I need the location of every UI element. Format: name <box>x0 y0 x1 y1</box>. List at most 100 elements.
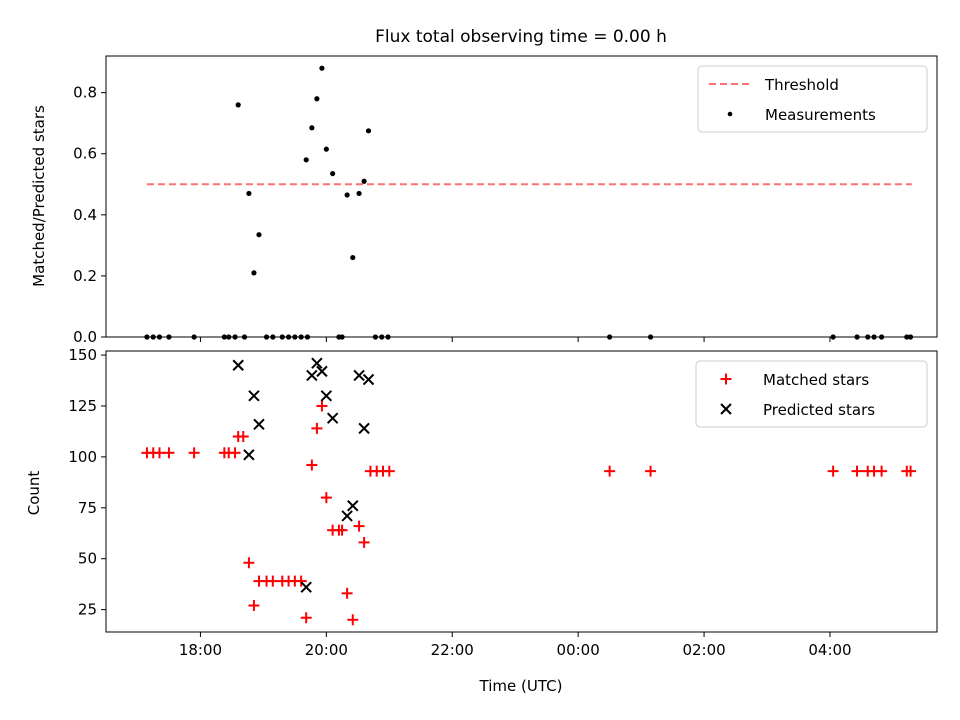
predicted-stars-point <box>347 500 359 512</box>
measurements-point <box>246 190 252 197</box>
bottom-ytick-label: 125 <box>68 397 97 415</box>
predicted-stars-point <box>358 422 370 435</box>
top-ylabel: Matched/Predicted stars <box>30 105 48 287</box>
matched-stars-point <box>237 431 249 443</box>
predicted-stars-point-b <box>248 390 260 402</box>
measurements-point <box>323 146 329 152</box>
legend-measurements-label: Measurements <box>765 106 876 124</box>
legend-predicted-x-b <box>720 403 732 415</box>
bottom-ytick-label: 50 <box>78 550 97 568</box>
measurements-point <box>330 170 336 177</box>
bottom-plot-area: 25 50 75 100 125 150 18:00 20:00 22:00 00:00 02:00… <box>68 346 917 659</box>
measurements-point <box>256 232 262 238</box>
matched-stars-point <box>316 400 328 412</box>
predicted-stars-point <box>232 359 244 371</box>
predicted-stars-point <box>326 412 339 424</box>
predicted-stars-point <box>306 369 318 382</box>
bottom-ytick-label: 75 <box>78 499 97 517</box>
x-axis-label: Time (UTC) <box>479 677 563 695</box>
predicted-stars-point-b <box>320 390 333 402</box>
measurements-point <box>309 125 315 131</box>
predicted-stars-point <box>353 369 365 382</box>
matched-stars-point <box>905 465 917 477</box>
predicted-stars-point-b <box>358 422 370 435</box>
predicted-stars-point <box>253 418 265 431</box>
matched-stars-point <box>347 614 359 626</box>
measurements-point <box>350 254 356 261</box>
matched-stars-point <box>827 465 839 477</box>
legend-threshold-label: Threshold <box>764 76 839 94</box>
predicted-stars-point <box>311 357 323 369</box>
matched-stars-point <box>876 465 888 477</box>
predicted-stars-point <box>316 365 328 378</box>
figure-title: Flux total observing time = 0.00 h <box>375 27 667 47</box>
matched-stars-point <box>341 587 353 599</box>
measurements-point <box>365 128 372 134</box>
matched-stars-point <box>358 536 370 548</box>
measurements-point <box>344 192 350 198</box>
matched-stars-point <box>306 459 318 471</box>
panel-top: Matched/Predicted stars 0.00.20.40.60.8 … <box>30 55 938 346</box>
measurements-point <box>314 96 320 102</box>
bottom-ytick-label: 100 <box>68 448 97 466</box>
legend-predicted-swatch <box>720 403 732 415</box>
predicted-stars-point <box>248 390 260 402</box>
bottom-xtick-label: 22:00 <box>431 641 474 659</box>
predicted-stars-point-b <box>306 369 318 382</box>
bottom-xtick-label: 04:00 <box>808 641 851 659</box>
predicted-stars-point-b <box>353 369 365 382</box>
matched-stars-point <box>383 465 395 477</box>
predicted-stars-point-b <box>316 365 328 378</box>
matched-stars-point <box>851 465 863 477</box>
predicted-stars-point <box>341 510 353 522</box>
predicted-stars-point-b <box>253 418 265 431</box>
top-ytick-label: 0.8 <box>73 84 97 102</box>
matched-stars-point <box>300 612 312 624</box>
bottom-ytick-label: 150 <box>68 346 97 364</box>
measurements-point <box>361 178 367 184</box>
measurements-point <box>251 270 257 276</box>
predicted-stars-point <box>320 390 333 402</box>
legend-predicted-label: Predicted stars <box>763 401 875 419</box>
matched-stars-point <box>243 557 255 569</box>
bottom-legend: Matched stars Predicted stars <box>695 360 928 428</box>
matched-stars-point <box>267 575 279 587</box>
matched-stars-point <box>336 524 348 536</box>
predicted-stars-point-b <box>300 581 312 593</box>
top-legend-box <box>697 65 928 133</box>
bottom-xtick-label: 02:00 <box>682 641 725 659</box>
bottom-axes-frame <box>105 350 938 633</box>
top-plot-area: 0.0 0.2 0.4 0.6 0.8 <box>73 65 914 346</box>
matched-stars-point <box>163 447 175 459</box>
top-axes-frame <box>105 55 938 338</box>
matched-stars-point <box>645 465 657 477</box>
measurements-point <box>319 65 325 71</box>
matched-stars-point <box>188 447 200 459</box>
panel-bottom: Count 25 50 75 100 125 150 18:00 20:00 22:00 00:0… <box>25 346 938 695</box>
predicted-stars-point-b <box>341 510 353 522</box>
predicted-stars-point-b <box>362 373 375 386</box>
matched-stars-point <box>604 465 616 477</box>
measurements-point <box>235 102 241 108</box>
predicted-stars-point <box>362 373 375 386</box>
predicted-stars-point-b <box>326 412 339 424</box>
legend-measurements-swatch <box>727 111 733 117</box>
top-ytick-label: 0.2 <box>73 267 97 285</box>
predicted-stars-point <box>300 581 312 593</box>
matched-stars-point <box>248 600 260 612</box>
bottom-ylabel: Count <box>25 471 43 516</box>
top-ytick-label: 0.0 <box>73 328 97 346</box>
bottom-xtick-label: 18:00 <box>179 641 222 659</box>
matched-stars-point <box>311 422 323 434</box>
top-ytick-label: 0.4 <box>73 206 97 224</box>
matched-stars-point <box>353 520 365 532</box>
top-ytick-label: 0.6 <box>73 145 97 163</box>
bottom-xtick-label: 20:00 <box>305 641 348 659</box>
bottom-xtick-label: 00:00 <box>557 641 600 659</box>
predicted-stars-point-b <box>243 449 255 461</box>
bottom-legend-box <box>695 360 928 428</box>
matched-stars-point <box>320 492 332 504</box>
matched-stars-point <box>154 447 166 459</box>
predicted-stars-point <box>243 449 255 461</box>
